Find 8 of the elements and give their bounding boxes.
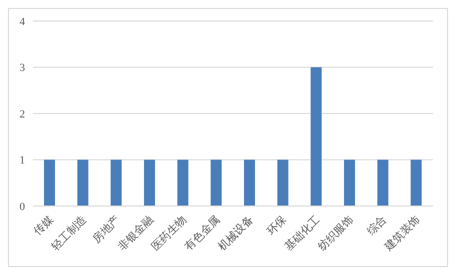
x-tick-label: 环保	[264, 212, 290, 238]
y-tick-label: 4	[20, 16, 26, 28]
y-tick-label: 3	[20, 62, 26, 74]
y-tick-label: 2	[20, 108, 25, 120]
y-tick-label: 0	[20, 200, 26, 213]
x-tick-label: 综合	[364, 212, 390, 238]
x-tick-label: 传媒	[31, 212, 56, 238]
y-tick-label: 1	[20, 154, 25, 167]
